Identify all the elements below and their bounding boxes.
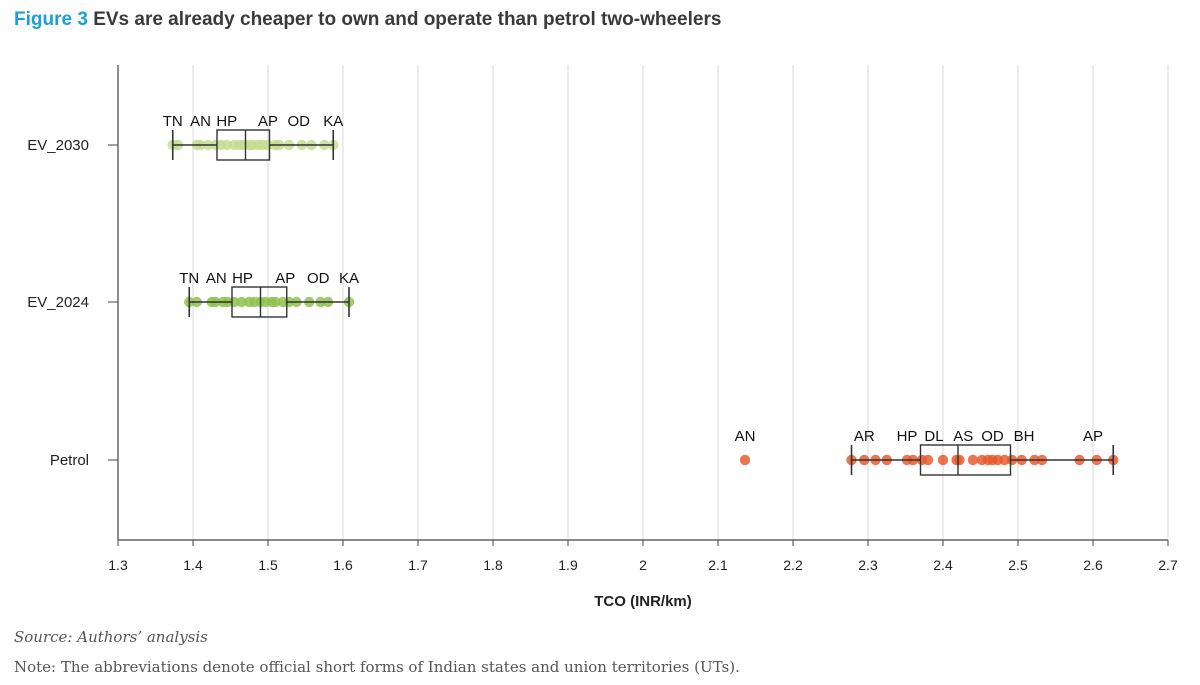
x-tick-label: 2.6 — [1083, 557, 1103, 573]
x-tick-label: 2.1 — [708, 557, 728, 573]
point-label: AS — [953, 428, 973, 445]
x-tick-label: 2 — [639, 557, 647, 573]
gridlines — [192, 65, 1169, 540]
y-tick-label: EV_2030 — [27, 137, 89, 154]
point-label: AR — [854, 428, 875, 445]
axes: 1.3 1.4 1.5 1.6 1.7 1.8 1.9 2 2.1 2.2 2.3 2.4 2.5 2.6… — [108, 65, 1178, 573]
point-label: AN — [190, 113, 211, 130]
point-label: KA — [323, 113, 343, 130]
series-ev-2030: EV_2030 TN AN HP AP OD KA — [27, 113, 343, 161]
point-label: HP — [232, 270, 253, 287]
figure-title: Figure 3 EVs are already cheaper to own … — [14, 9, 721, 31]
iqr-box — [216, 129, 271, 161]
data-point — [967, 454, 979, 466]
x-tick-label: 1.6 — [333, 557, 353, 573]
data-point — [221, 139, 232, 151]
data-point — [922, 454, 934, 466]
point-label: KA — [339, 270, 359, 287]
series-petrol: Petrol AN AR HP DL AS OD BH AP — [50, 428, 1119, 476]
point-label: AP — [275, 270, 295, 287]
point-label: DL — [924, 428, 943, 445]
data-point — [999, 454, 1010, 466]
point-label: HP — [897, 428, 918, 445]
data-point — [236, 296, 247, 308]
x-tick-label: 1.8 — [483, 557, 503, 573]
figure-title-text: EVs are already cheaper to own and opera… — [93, 9, 722, 30]
point-label: AP — [1083, 428, 1103, 445]
data-point — [937, 454, 949, 466]
x-tick-label: 2.2 — [783, 557, 803, 573]
x-tick-label: 1.9 — [558, 557, 578, 573]
figure-label: Figure 3 — [14, 9, 88, 30]
x-tick-label: 1.5 — [258, 557, 278, 573]
series-ev-2024: EV_2024 TN AN HP AP OD KA — [27, 270, 359, 318]
x-axis-label: TCO (INR/km) — [594, 593, 692, 610]
data-point — [739, 454, 751, 466]
data-point — [270, 296, 281, 308]
source-text: Source: Authors’ analysis — [14, 628, 208, 646]
point-label: TN — [179, 270, 199, 287]
x-tick-label: 2.4 — [933, 557, 953, 573]
y-tick-label: Petrol — [50, 452, 89, 469]
x-tick-label: 1.7 — [408, 557, 428, 573]
tco-box-plot: 1.3 1.4 1.5 1.6 1.7 1.8 1.9 2 2.1 2.2 2.3 2.4 2.5 2.6… — [27, 65, 1178, 610]
iqr-box — [919, 444, 1012, 476]
x-tick-label: 2.7 — [1158, 557, 1178, 573]
data-point — [954, 454, 965, 466]
point-label: HP — [216, 113, 237, 130]
point-label: OD — [288, 113, 311, 130]
iqr-box — [231, 286, 288, 318]
point-label: OD — [981, 428, 1004, 445]
series-layer: EV_2030 TN AN HP AP OD KA EV_2024 TN AN HP AP OD KA Pe… — [27, 113, 1119, 476]
point-label: OD — [307, 270, 330, 287]
y-tick-label: EV_2024 — [27, 294, 89, 311]
x-tick-label: 2.5 — [1008, 557, 1028, 573]
x-tick-label: 2.3 — [858, 557, 878, 573]
point-label: AN — [206, 270, 227, 287]
point-label: TN — [163, 113, 183, 130]
point-label: BH — [1014, 428, 1035, 445]
data-point — [262, 139, 274, 151]
point-label: AN — [735, 428, 756, 445]
x-tick-label: 1.3 — [108, 557, 128, 573]
point-label: AP — [258, 113, 278, 130]
x-tick-label: 1.4 — [183, 557, 203, 573]
note-text: Note: The abbreviations denote official … — [14, 658, 740, 676]
